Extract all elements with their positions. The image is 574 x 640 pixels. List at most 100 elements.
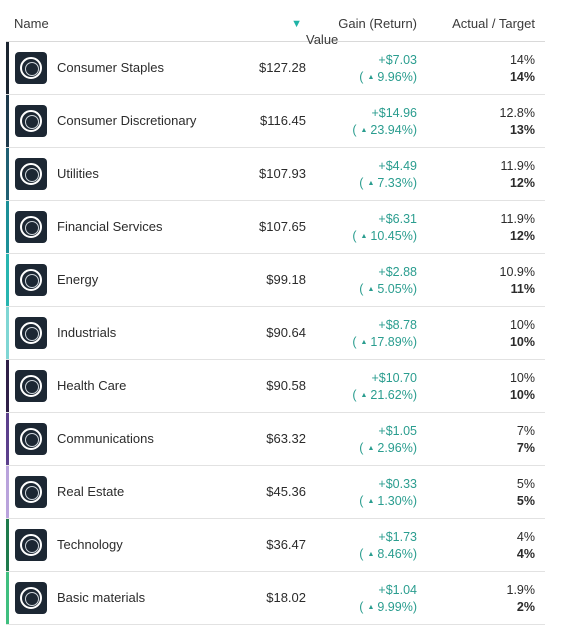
sector-name[interactable]: Consumer Staples xyxy=(57,60,164,75)
return-percent: (▲ 2.96%) xyxy=(359,441,417,455)
actual-target: 12.8% 13% xyxy=(500,105,535,139)
gain-amount: +$1.73 xyxy=(378,530,417,544)
table-row[interactable]: Consumer Discretionary $116.45 +$14.96 (… xyxy=(6,95,545,148)
sort-desc-icon: ▼ xyxy=(291,18,302,30)
actual-target: 1.9% 2% xyxy=(507,582,536,616)
up-triangle-icon: ▲ xyxy=(367,286,375,293)
gain-return: +$1.04 (▲ 9.99%) xyxy=(359,582,417,618)
sector-name[interactable]: Energy xyxy=(57,272,99,287)
return-percent-value: 5.05% xyxy=(377,282,413,296)
return-percent-value: 21.62% xyxy=(370,388,413,402)
gain-return: +$1.05 (▲ 2.96%) xyxy=(359,423,417,459)
target-percent: 10% xyxy=(509,388,535,402)
gain-return: +$2.88 (▲ 5.05%) xyxy=(359,264,417,300)
sector-logo-icon xyxy=(15,529,47,561)
sector-logo-icon xyxy=(15,476,47,508)
return-percent: (▲ 8.46%) xyxy=(359,547,417,561)
actual-percent: 10% xyxy=(509,371,535,385)
sector-color-stripe xyxy=(6,466,9,518)
return-percent: (▲ 21.62%) xyxy=(352,388,417,402)
actual-percent: 12.8% xyxy=(499,106,535,120)
sector-logo-icon xyxy=(15,211,47,243)
up-triangle-icon: ▲ xyxy=(367,74,375,81)
target-percent: 12% xyxy=(509,176,535,190)
return-percent: (▲ 17.89%) xyxy=(352,335,417,349)
sector-color-stripe xyxy=(6,148,9,200)
holding-value: $18.02 xyxy=(266,590,306,605)
table-row[interactable]: Industrials $90.64 +$8.78 (▲ 17.89%) 10% … xyxy=(6,307,545,360)
return-percent-value: 23.94% xyxy=(370,123,413,137)
target-percent: 12% xyxy=(509,229,535,243)
table-row[interactable]: Real Estate $45.36 +$0.33 (▲ 1.30%) 5% 5% xyxy=(6,466,545,519)
sector-name[interactable]: Consumer Discretionary xyxy=(57,113,197,128)
actual-target: 11.9% 12% xyxy=(500,211,535,245)
actual-target: 7% 7% xyxy=(517,423,535,457)
holding-value: $116.45 xyxy=(259,113,306,128)
sector-name[interactable]: Industrials xyxy=(57,325,117,340)
gain-amount: +$10.70 xyxy=(371,371,417,385)
table-row[interactable]: Utilities $107.93 +$4.49 (▲ 7.33%) 11.9% … xyxy=(6,148,545,201)
sector-name[interactable]: Technology xyxy=(57,537,123,552)
target-percent: 7% xyxy=(516,441,535,455)
column-header-gain[interactable]: Gain (Return) xyxy=(338,16,417,31)
actual-percent: 1.9% xyxy=(506,583,536,597)
return-percent: (▲ 5.05%) xyxy=(359,282,417,296)
return-percent-value: 9.96% xyxy=(377,70,413,84)
up-triangle-icon: ▲ xyxy=(367,180,375,187)
table-header: Name ▼ Value Gain (Return) Actual / Targe… xyxy=(6,0,545,47)
column-header-value-label: Value xyxy=(306,32,339,47)
actual-target: 4% 4% xyxy=(517,529,535,563)
table-row[interactable]: Energy $99.18 +$2.88 (▲ 5.05%) 10.9% 11% xyxy=(6,254,545,307)
sector-color-stripe xyxy=(6,201,9,253)
sector-name[interactable]: Communications xyxy=(57,431,154,446)
up-triangle-icon: ▲ xyxy=(367,498,375,505)
return-percent: (▲ 10.45%) xyxy=(352,229,417,243)
column-header-actual-target[interactable]: Actual / Target xyxy=(452,16,535,31)
actual-target: 14% 14% xyxy=(510,52,535,86)
sector-name[interactable]: Utilities xyxy=(57,166,99,181)
gain-amount: +$6.31 xyxy=(378,212,417,226)
gain-return: +$8.78 (▲ 17.89%) xyxy=(352,317,417,353)
up-triangle-icon: ▲ xyxy=(367,551,375,558)
table-row[interactable]: Basic materials $18.02 +$1.04 (▲ 9.99%) 1… xyxy=(6,572,545,625)
sector-color-stripe xyxy=(6,519,9,571)
actual-target: 11.9% 12% xyxy=(500,158,535,192)
table-row[interactable]: Health Care $90.58 +$10.70 (▲ 21.62%) 10%… xyxy=(6,360,545,413)
table-row[interactable]: Consumer Staples $127.28 +$7.03 (▲ 9.96%)… xyxy=(6,42,545,95)
return-percent-value: 8.46% xyxy=(377,547,413,561)
actual-percent: 5% xyxy=(516,477,535,491)
sector-name[interactable]: Financial Services xyxy=(57,219,163,234)
column-header-value[interactable]: ▼ Value xyxy=(291,16,338,47)
sector-name[interactable]: Real Estate xyxy=(57,484,125,499)
table-row[interactable]: Communications $63.32 +$1.05 (▲ 2.96%) 7%… xyxy=(6,413,545,466)
up-triangle-icon: ▲ xyxy=(360,233,368,240)
return-percent: (▲ 9.96%) xyxy=(359,70,417,84)
holding-value: $90.58 xyxy=(266,378,306,393)
sector-logo-icon xyxy=(15,105,47,137)
gain-amount: +$4.49 xyxy=(378,159,417,173)
actual-target: 5% 5% xyxy=(517,476,535,510)
gain-amount: +$14.96 xyxy=(371,106,417,120)
actual-target: 10.9% 11% xyxy=(500,264,535,298)
table-row[interactable]: Technology $36.47 +$1.73 (▲ 8.46%) 4% 4% xyxy=(6,519,545,572)
holdings-table: Name ▼ Value Gain (Return) Actual / Targe… xyxy=(6,0,545,625)
gain-amount: +$7.03 xyxy=(378,53,417,67)
sector-color-stripe xyxy=(6,307,9,359)
up-triangle-icon: ▲ xyxy=(360,339,368,346)
sector-color-stripe xyxy=(6,95,9,147)
column-header-name[interactable]: Name xyxy=(14,16,49,31)
actual-percent: 7% xyxy=(516,424,535,438)
return-percent-value: 7.33% xyxy=(377,176,413,190)
gain-amount: +$2.88 xyxy=(378,265,417,279)
holding-value: $107.65 xyxy=(259,219,306,234)
sector-color-stripe xyxy=(6,42,9,94)
holding-value: $45.36 xyxy=(266,484,306,499)
return-percent: (▲ 23.94%) xyxy=(352,123,417,137)
actual-percent: 11.9% xyxy=(500,159,535,173)
gain-return: +$10.70 (▲ 21.62%) xyxy=(352,370,417,406)
table-row[interactable]: Financial Services $107.65 +$6.31 (▲ 10.4… xyxy=(6,201,545,254)
holding-value: $63.32 xyxy=(266,431,306,446)
sector-name[interactable]: Basic materials xyxy=(57,590,146,605)
target-percent: 2% xyxy=(516,600,535,614)
sector-name[interactable]: Health Care xyxy=(57,378,127,393)
